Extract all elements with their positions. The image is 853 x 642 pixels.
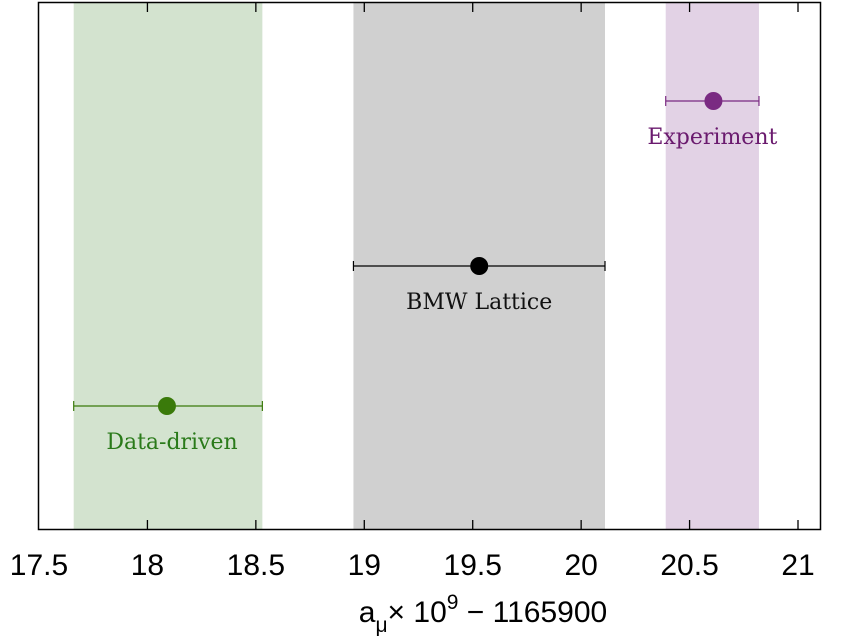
x-axis-title-base: a bbox=[359, 596, 376, 629]
experiment-band bbox=[665, 3, 759, 529]
x-axis-ticks bbox=[146, 3, 799, 529]
x-axis-title-rest: − 1165900 bbox=[458, 596, 607, 629]
x-tick-label: 19.5 bbox=[444, 549, 502, 582]
data-driven-label: Data-driven bbox=[106, 430, 237, 455]
experiment-point-group: Experiment bbox=[647, 92, 778, 150]
plot-frame bbox=[37, 1, 822, 531]
experiment-label: Experiment bbox=[647, 125, 777, 150]
x-tick-label: 17.5 bbox=[10, 549, 68, 582]
x-axis-title-times: × 10 bbox=[388, 596, 447, 629]
bmw-lattice-label: BMW Lattice bbox=[406, 290, 552, 315]
bmw-lattice-point-group: BMW Lattice bbox=[352, 257, 606, 315]
x-axis-title-subscript: μ bbox=[375, 614, 387, 637]
x-tick-label: 20 bbox=[564, 549, 597, 582]
x-tick-label: 19 bbox=[348, 549, 381, 582]
x-tick-label: 18 bbox=[131, 549, 164, 582]
data-driven-data-point bbox=[157, 397, 176, 415]
x-tick-label: 18.5 bbox=[227, 549, 285, 582]
data-driven-point-group: Data-driven bbox=[73, 397, 263, 455]
x-tick-label: 20.5 bbox=[660, 549, 718, 582]
x-tick-label: 21 bbox=[781, 549, 814, 582]
bmw-lattice-data-point bbox=[470, 257, 489, 275]
error-bars: Data-driven BMW Lattice Experiment bbox=[73, 92, 778, 455]
data-driven-band bbox=[73, 3, 263, 529]
x-axis-title-exponent: 9 bbox=[447, 591, 459, 614]
x-axis-title: aμ× 109 − 1165900 bbox=[359, 591, 607, 637]
experiment-data-point bbox=[704, 92, 723, 110]
x-axis-tick-labels: 17.5 18 18.5 19 19.5 20 20.5 21 bbox=[10, 549, 815, 582]
